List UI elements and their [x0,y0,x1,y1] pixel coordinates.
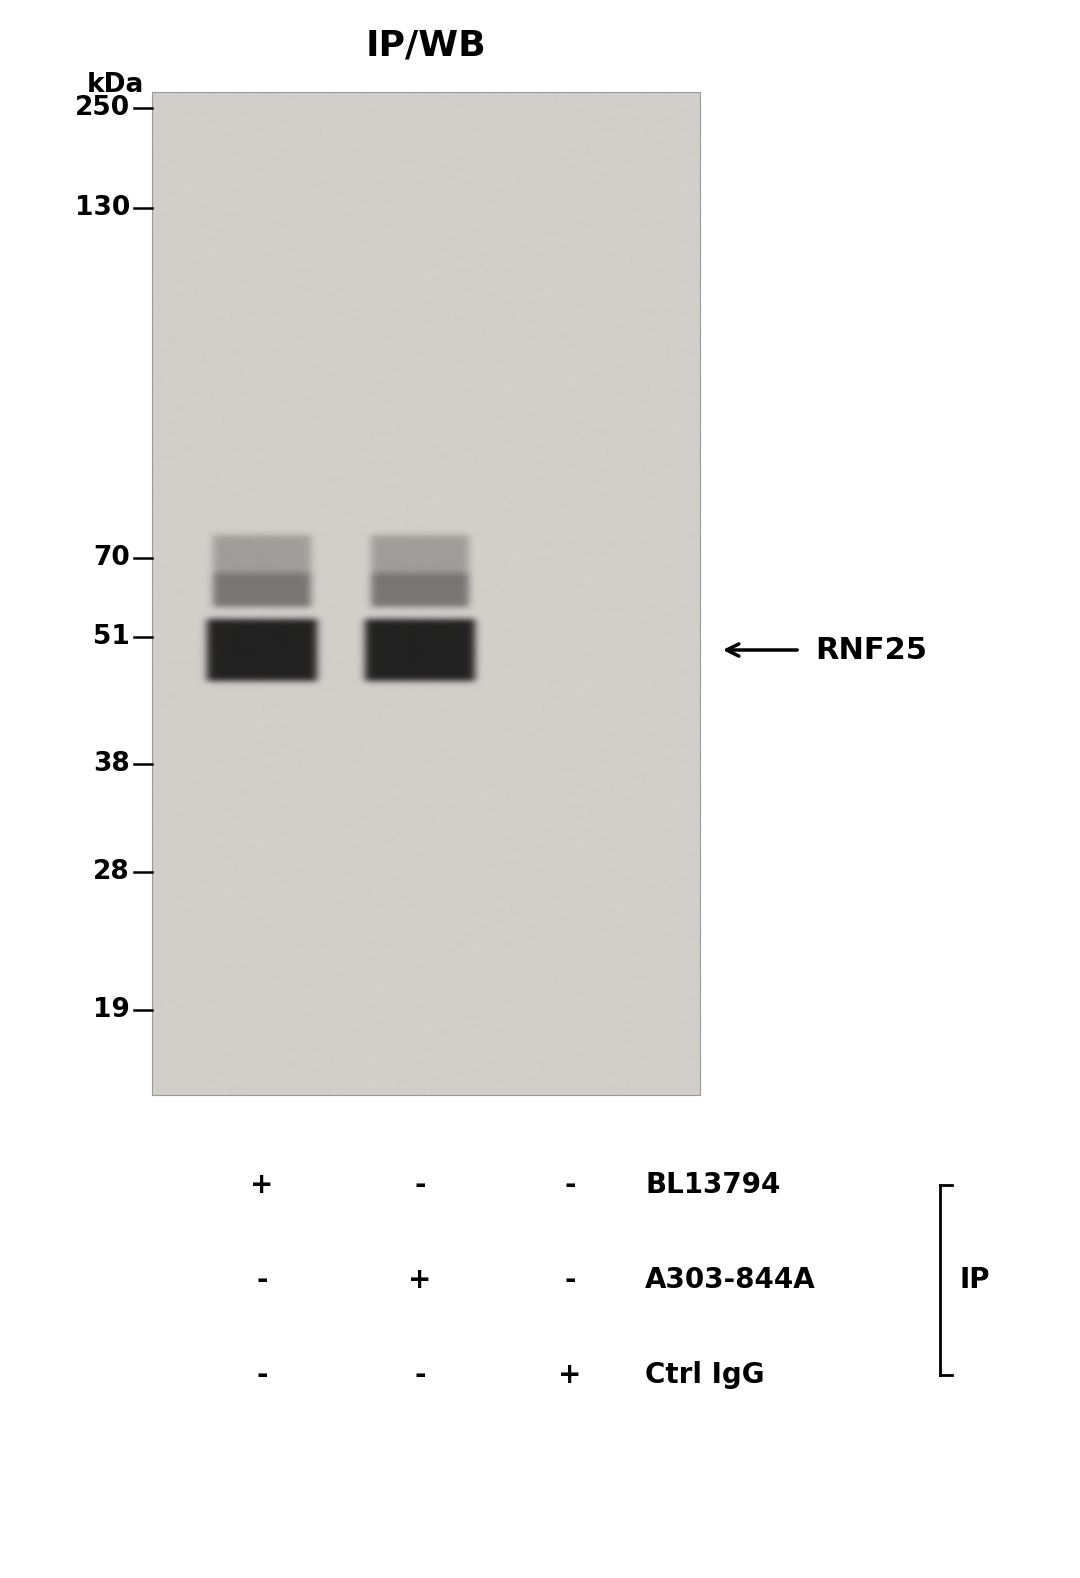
Text: -: - [564,1171,576,1199]
Text: IP/WB: IP/WB [366,28,486,62]
Text: +: + [251,1171,273,1199]
Bar [152,92,700,1095]
Text: BL13794: BL13794 [645,1171,781,1199]
Text: 38: 38 [93,751,130,776]
Text: 130: 130 [75,196,130,221]
Text: -: - [256,1266,268,1294]
Text: 19: 19 [93,997,130,1023]
Text: kDa: kDa [86,73,144,98]
Text: A303-844A: A303-844A [645,1266,815,1294]
Text: 250: 250 [75,95,130,122]
Text: IP: IP [960,1266,990,1294]
Text: -: - [415,1171,426,1199]
Text: 51: 51 [93,623,130,650]
Text: +: + [408,1266,432,1294]
Text: 28: 28 [93,858,130,885]
Text: RNF25: RNF25 [815,636,927,664]
Text: Ctrl IgG: Ctrl IgG [645,1360,765,1389]
Text: 70: 70 [93,544,130,571]
Text: +: + [558,1360,582,1389]
Text: -: - [415,1360,426,1389]
Text: -: - [564,1266,576,1294]
Text: -: - [256,1360,268,1389]
